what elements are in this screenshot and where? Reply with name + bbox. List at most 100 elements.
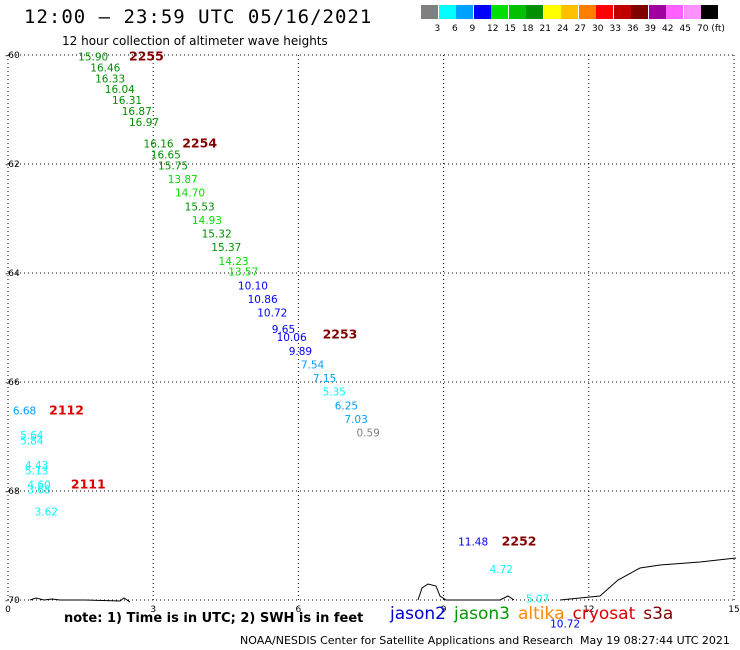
x-tick-label: 0 bbox=[5, 605, 11, 615]
legend-label: 12 bbox=[487, 24, 499, 34]
legend-swatch bbox=[543, 5, 561, 19]
swh-value: 16.16 bbox=[144, 139, 174, 151]
satellite-key: jason2 jason3 altika cryosat s3a bbox=[390, 604, 681, 624]
x-tick-label: 6 bbox=[296, 605, 302, 615]
legend-label: 70 (ft) bbox=[697, 24, 725, 34]
swh-value: 4.60 bbox=[27, 479, 50, 491]
swh-value: 9.89 bbox=[289, 346, 312, 358]
swh-value: 14.70 bbox=[175, 188, 205, 200]
grid-lines bbox=[7, 54, 735, 601]
legend-label: 15 bbox=[504, 24, 516, 34]
credit-line: NOAA/NESDIS Center for Satellite Applica… bbox=[240, 634, 574, 647]
coastline-path-center bbox=[417, 583, 515, 601]
swh-value: 4.72 bbox=[490, 564, 513, 576]
swh-value: 7.54 bbox=[301, 359, 325, 371]
legend-swatch bbox=[526, 5, 543, 19]
swh-value: 16.65 bbox=[151, 150, 181, 162]
swh-value: 10.86 bbox=[248, 294, 278, 306]
legend-label: 6 bbox=[452, 24, 458, 34]
swh-value: 15.90 bbox=[78, 51, 108, 63]
pass-time-label: 2254 bbox=[182, 136, 217, 151]
legend-label: 30 bbox=[592, 24, 604, 34]
swh-value: 5.84 bbox=[20, 436, 44, 448]
swh-value: 7.15 bbox=[313, 373, 336, 385]
legend-swatch bbox=[491, 5, 508, 19]
swh-value: 6.25 bbox=[335, 400, 358, 412]
legend-label: 45 bbox=[679, 24, 691, 34]
satellite-name: cryosat bbox=[572, 604, 636, 624]
coastline bbox=[29, 557, 737, 603]
legend-swatch bbox=[438, 5, 456, 19]
pass-labels: 2255 2254 2253 2112 2111 2252 bbox=[49, 48, 536, 548]
swh-value: 15.75 bbox=[158, 160, 188, 172]
legend-swatch bbox=[578, 5, 596, 19]
swh-value: 14.93 bbox=[192, 215, 222, 227]
swh-value: 5.35 bbox=[323, 387, 346, 399]
swh-value: 15.37 bbox=[211, 242, 241, 254]
legend-label: 9 bbox=[469, 24, 476, 34]
timestamp: May 19 08:27:44 UTC 2021 bbox=[580, 634, 730, 647]
swh-value: 5.13 bbox=[25, 466, 48, 478]
legend-label: 24 bbox=[557, 24, 569, 34]
x-tick-label: 9 bbox=[441, 605, 447, 615]
swh-value: 16.97 bbox=[129, 117, 159, 129]
legend-swatch bbox=[631, 5, 648, 19]
swh-value: 10.72 bbox=[550, 618, 580, 630]
swh-value: 3.68 bbox=[27, 485, 50, 497]
pass-time-label: 2111 bbox=[71, 476, 106, 491]
swh-value: 15.32 bbox=[202, 229, 232, 241]
legend-swatch bbox=[666, 5, 683, 19]
y-tick-label: -66 bbox=[5, 378, 20, 388]
swh-value: 16.87 bbox=[122, 106, 152, 118]
x-tick-label: 12 bbox=[583, 605, 594, 615]
chart-subtitle: 12 hour collection of altimeter wave hei… bbox=[62, 34, 328, 48]
y-tick-label: -68 bbox=[5, 487, 20, 497]
satellite-name: jason2 bbox=[390, 604, 446, 624]
legend-swatch bbox=[561, 5, 578, 19]
legend-label: 42 bbox=[662, 24, 674, 34]
x-tick-label: 15 bbox=[728, 605, 739, 615]
legend-swatch bbox=[456, 5, 473, 19]
legend-label: 27 bbox=[574, 24, 586, 34]
legend-label: 18 bbox=[522, 24, 534, 34]
legend-swatch bbox=[613, 5, 631, 19]
satellite-name: s3a bbox=[643, 604, 674, 624]
swh-value: 16.04 bbox=[105, 84, 135, 96]
y-tick-label: -64 bbox=[5, 269, 20, 279]
legend-label: 33 bbox=[609, 24, 621, 34]
swh-value: 16.31 bbox=[112, 95, 142, 107]
swh-value: 14.23 bbox=[219, 256, 249, 268]
swh-value: 16.33 bbox=[95, 73, 125, 85]
swh-value: 6.68 bbox=[13, 406, 36, 418]
pass-time-label: 2112 bbox=[49, 403, 84, 418]
legend-swatch bbox=[648, 5, 666, 19]
swh-value: 5.64 bbox=[20, 430, 44, 442]
legend-label: 3 bbox=[434, 24, 441, 34]
legend-swatch bbox=[473, 5, 491, 19]
swh-value: 9.65 bbox=[272, 324, 295, 336]
legend-swatch bbox=[683, 5, 701, 19]
swh-value: 10.06 bbox=[277, 332, 307, 344]
swh-value: 0.59 bbox=[356, 428, 379, 440]
pass-time-label: 2252 bbox=[502, 534, 537, 549]
x-tick-label: 3 bbox=[150, 605, 156, 615]
swh-value: 15.53 bbox=[185, 201, 215, 213]
coastline-path-right bbox=[559, 557, 737, 601]
swh-value: 5.07 bbox=[526, 594, 549, 606]
swh-value: 13.57 bbox=[228, 267, 258, 279]
swh-value: 10.72 bbox=[257, 308, 287, 320]
satellite-name: jason3 bbox=[454, 604, 510, 624]
legend-label: 36 bbox=[627, 24, 639, 34]
legend-swatch bbox=[701, 5, 718, 19]
swh-value: 7.03 bbox=[344, 414, 367, 426]
swh-value: 16.46 bbox=[90, 62, 120, 74]
legend-label: 21 bbox=[539, 24, 551, 34]
legend-label: 39 bbox=[644, 24, 656, 34]
pass-time-label: 2255 bbox=[129, 48, 164, 63]
coastline-path-left bbox=[29, 597, 131, 603]
satellite-name: altika bbox=[518, 604, 565, 624]
chart-title: 12:00 – 23:59 UTC 05/16/2021 bbox=[24, 6, 373, 28]
legend-swatch bbox=[596, 5, 613, 19]
